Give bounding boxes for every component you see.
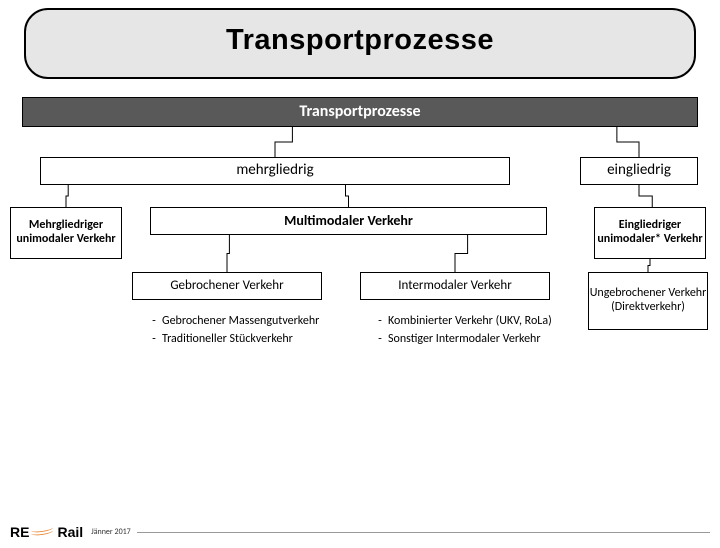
node-label: Multimodaler Verkehr bbox=[284, 213, 413, 229]
connector bbox=[648, 259, 650, 272]
node-root: Transportprozesse bbox=[22, 97, 698, 127]
node-label: Transportprozesse bbox=[299, 103, 420, 121]
node-intermodal: Intermodaler Verkehr bbox=[360, 272, 550, 300]
connector bbox=[227, 235, 229, 272]
node-ungebrochen: Ungebrochener Verkehr (Direktverkehr) bbox=[588, 272, 708, 330]
bullets-intermodal: -Kombinierter Verkehr (UKV, RoLa)-Sonsti… bbox=[372, 312, 552, 348]
connector bbox=[455, 235, 468, 272]
node-label: eingliedrig bbox=[607, 162, 671, 179]
node-mehr: mehrgliedrig bbox=[40, 157, 510, 185]
bullet-text: Kombinierter Verkehr (UKV, RoLa) bbox=[388, 312, 552, 330]
footer-rule bbox=[137, 532, 710, 533]
hierarchy-diagram: Transportprozesse mehrgliedrig eingliedrig… bbox=[10, 97, 710, 477]
connector bbox=[346, 185, 349, 207]
bullet-row: -Gebrochener Massengutverkehr bbox=[146, 312, 326, 330]
slide-footer: RE Rail Jänner 2017 bbox=[0, 520, 720, 544]
node-ein: eingliedrig bbox=[580, 157, 698, 185]
logo-swoosh-icon bbox=[31, 526, 53, 538]
node-mehr_uni: Mehrgliedriger unimodaler Verkehr bbox=[10, 207, 122, 259]
node-label: Eingliedriger unimodaler* Verkehr bbox=[595, 219, 705, 247]
node-label: mehrgliedrig bbox=[236, 162, 313, 179]
node-label: Intermodaler Verkehr bbox=[398, 279, 511, 294]
connector bbox=[639, 185, 652, 207]
connector bbox=[275, 127, 292, 157]
node-label: Mehrgliedriger unimodaler Verkehr bbox=[11, 219, 121, 247]
dash-icon: - bbox=[146, 330, 162, 348]
footer-date: Jänner 2017 bbox=[91, 527, 131, 537]
bullet-row: -Sonstiger Intermodaler Verkehr bbox=[372, 330, 552, 348]
bullets-gebrochen: -Gebrochener Massengutverkehr-Traditione… bbox=[146, 312, 326, 348]
connector bbox=[617, 127, 639, 157]
bullet-row: -Traditioneller Stückverkehr bbox=[146, 330, 326, 348]
bullet-text: Traditioneller Stückverkehr bbox=[162, 330, 293, 348]
dash-icon: - bbox=[372, 312, 388, 330]
dash-icon: - bbox=[146, 312, 162, 330]
logo: RE Rail bbox=[10, 524, 83, 540]
bullet-text: Gebrochener Massengutverkehr bbox=[162, 312, 319, 330]
connector bbox=[66, 185, 68, 207]
logo-text-left: RE bbox=[10, 524, 29, 540]
dash-icon: - bbox=[372, 330, 388, 348]
logo-text-right: Rail bbox=[57, 524, 83, 540]
bullet-row: -Kombinierter Verkehr (UKV, RoLa) bbox=[372, 312, 552, 330]
node-label: Ungebrochener Verkehr (Direktverkehr) bbox=[589, 287, 707, 315]
node-multi: Multimodaler Verkehr bbox=[150, 207, 547, 235]
bullet-text: Sonstiger Intermodaler Verkehr bbox=[388, 330, 541, 348]
slide-title-box: Transportprozesse bbox=[24, 8, 696, 79]
node-gebrochen: Gebrochener Verkehr bbox=[132, 272, 322, 300]
slide-title: Transportprozesse bbox=[36, 24, 684, 57]
node-label: Gebrochener Verkehr bbox=[170, 279, 283, 294]
node-ein_uni: Eingliedriger unimodaler* Verkehr bbox=[594, 207, 706, 259]
